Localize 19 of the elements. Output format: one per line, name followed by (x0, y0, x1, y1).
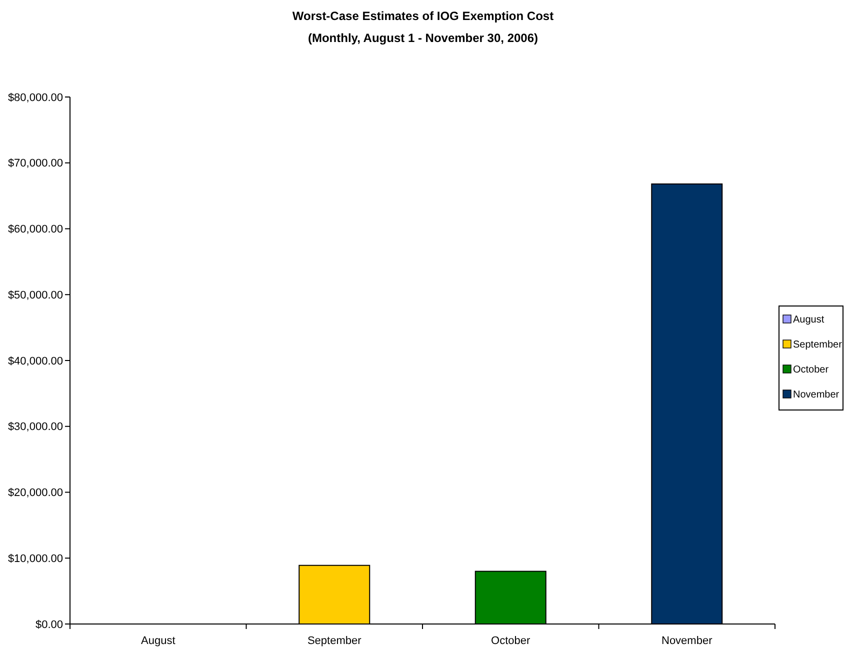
y-tick-label: $30,000.00 (8, 421, 63, 434)
x-tick-label: October (491, 635, 531, 647)
chart-title: Worst-Case Estimates of IOG Exemption Cost (292, 9, 554, 23)
y-tick-label: $70,000.00 (8, 158, 63, 170)
x-tick-label: August (141, 635, 176, 647)
y-tick-label: $80,000.00 (8, 92, 63, 104)
legend-label: November (793, 390, 840, 400)
legend-label: October (793, 364, 830, 376)
y-tick-label: $20,000.00 (8, 487, 63, 500)
y-tick-label: $50,000.00 (8, 289, 63, 302)
y-tick-label: $60,000.00 (8, 224, 63, 236)
x-tick-label: September (307, 635, 362, 647)
legend-label: September (793, 340, 843, 350)
y-tick-label: $40,000.00 (8, 355, 63, 368)
chart-subtitle: (Monthly, August 1 - November 30, 2006) (308, 31, 538, 45)
legend-label: August (793, 314, 824, 326)
y-tick-label: $0.00 (35, 618, 63, 631)
x-tick-label: November (662, 635, 713, 647)
y-tick-label: $10,000.00 (8, 552, 63, 565)
